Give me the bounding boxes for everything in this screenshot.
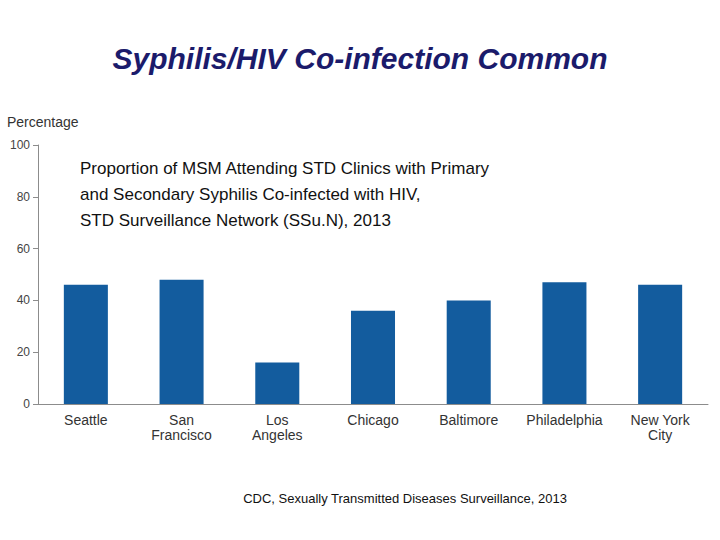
svg-text:Los: Los: [266, 412, 289, 428]
svg-text:Proportion of MSM Attending ST: Proportion of MSM Attending STD Clinics …: [80, 159, 490, 178]
svg-text:Francisco: Francisco: [151, 427, 212, 443]
svg-text:60: 60: [17, 242, 31, 256]
svg-text:New York: New York: [631, 412, 691, 428]
svg-text:20: 20: [17, 345, 31, 359]
svg-text:80: 80: [17, 190, 31, 204]
svg-text:San: San: [169, 412, 194, 428]
svg-text:40: 40: [17, 293, 31, 307]
svg-text:Chicago: Chicago: [347, 412, 399, 428]
svg-text:Syphilis/HIV Co-infection Comm: Syphilis/HIV Co-infection Common: [112, 42, 607, 75]
svg-text:Philadelphia: Philadelphia: [526, 412, 602, 428]
svg-text:100: 100: [10, 138, 30, 152]
svg-text:City: City: [648, 427, 672, 443]
svg-text:Baltimore: Baltimore: [439, 412, 498, 428]
svg-text:CDC, Sexually Transmitted Dise: CDC, Sexually Transmitted Diseases Surve…: [243, 491, 567, 506]
svg-text:Angeles: Angeles: [252, 427, 303, 443]
svg-text:STD Surveillance Network (SSu.: STD Surveillance Network (SSu.N), 2013: [80, 211, 391, 230]
svg-text:Seattle: Seattle: [64, 412, 108, 428]
svg-text:0: 0: [23, 397, 30, 411]
svg-text:and Secondary Syphilis Co-infe: and Secondary Syphilis Co-infected with …: [80, 185, 421, 204]
svg-text:Percentage: Percentage: [7, 114, 79, 130]
